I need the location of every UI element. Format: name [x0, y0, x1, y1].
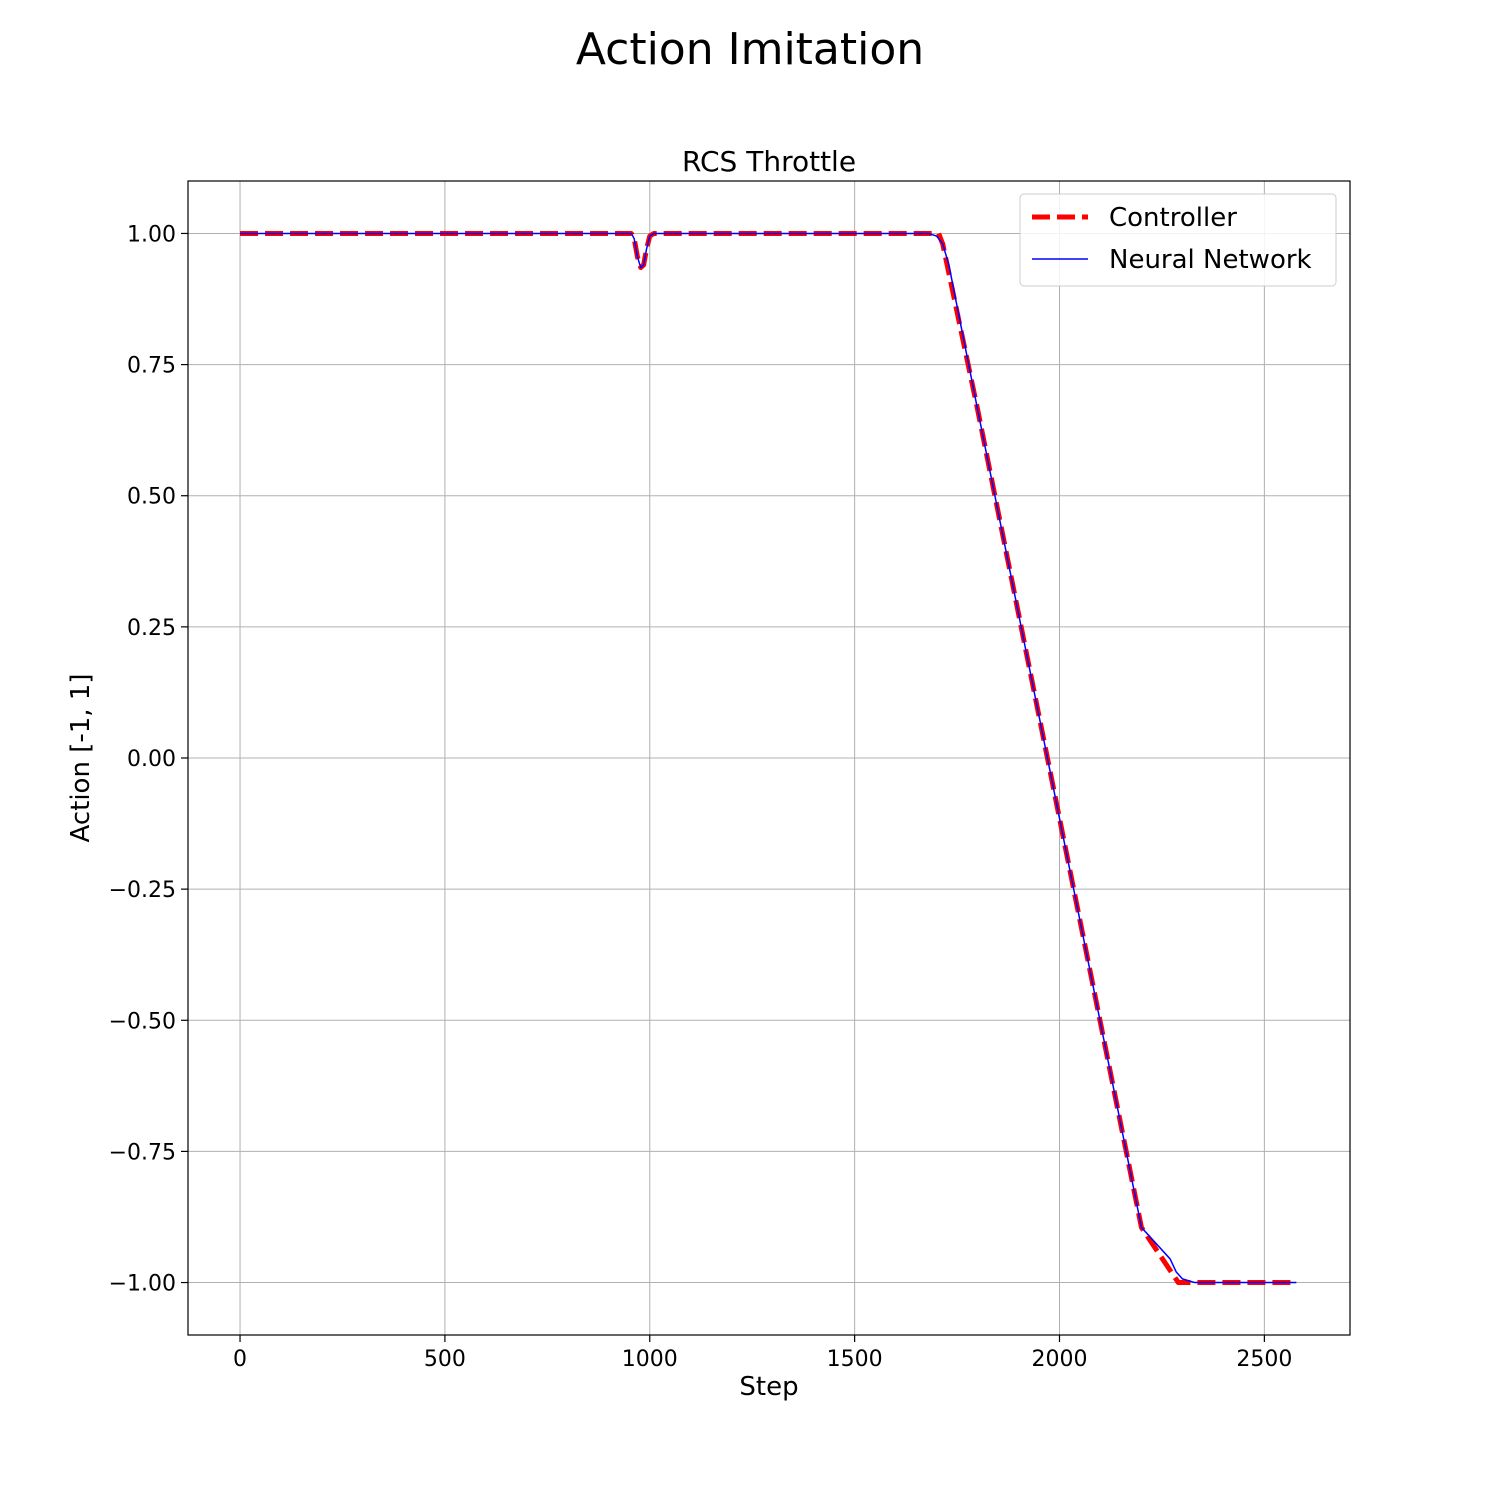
x-axis-ticks: 0 500 1000 1500 2000 2500	[233, 1335, 1292, 1372]
plot-area	[240, 230, 1297, 1286]
y-tick-label: −0.50	[109, 1009, 176, 1034]
y-tick-label: 0.00	[127, 747, 176, 772]
legend-label-neural-network: Neural Network	[1109, 245, 1312, 275]
x-tick-label: 2500	[1236, 1347, 1292, 1372]
y-tick-label: 0.25	[127, 616, 176, 641]
legend: Controller Neural Network	[1019, 193, 1337, 287]
series-line-neural-network	[240, 232, 1297, 1284]
x-tick-label: 1500	[827, 1347, 883, 1372]
figure-suptitle: Action Imitation	[576, 24, 924, 75]
y-tick-label: −1.00	[109, 1272, 176, 1297]
y-tick-label: −0.75	[109, 1140, 176, 1165]
x-tick-label: 0	[233, 1347, 247, 1372]
y-tick-label: 0.50	[127, 485, 176, 510]
legend-label-controller: Controller	[1109, 203, 1237, 233]
y-axis-label: Action [-1, 1]	[66, 674, 96, 843]
x-tick-label: 500	[424, 1347, 466, 1372]
x-axis-label: Step	[739, 1372, 798, 1402]
y-tick-label: 0.75	[127, 354, 176, 379]
y-tick-label: 1.00	[127, 222, 176, 247]
grid	[188, 181, 1350, 1335]
y-tick-label: −0.25	[109, 878, 176, 903]
legend-box	[1019, 193, 1337, 287]
chart-title: RCS Throttle	[682, 145, 856, 178]
y-axis-ticks: 1.00 0.75 0.50 0.25 0.00 −0.25 −0.50 −0.75 −1.00	[109, 222, 188, 1297]
x-tick-label: 1000	[622, 1347, 678, 1372]
x-tick-label: 2000	[1032, 1347, 1088, 1372]
